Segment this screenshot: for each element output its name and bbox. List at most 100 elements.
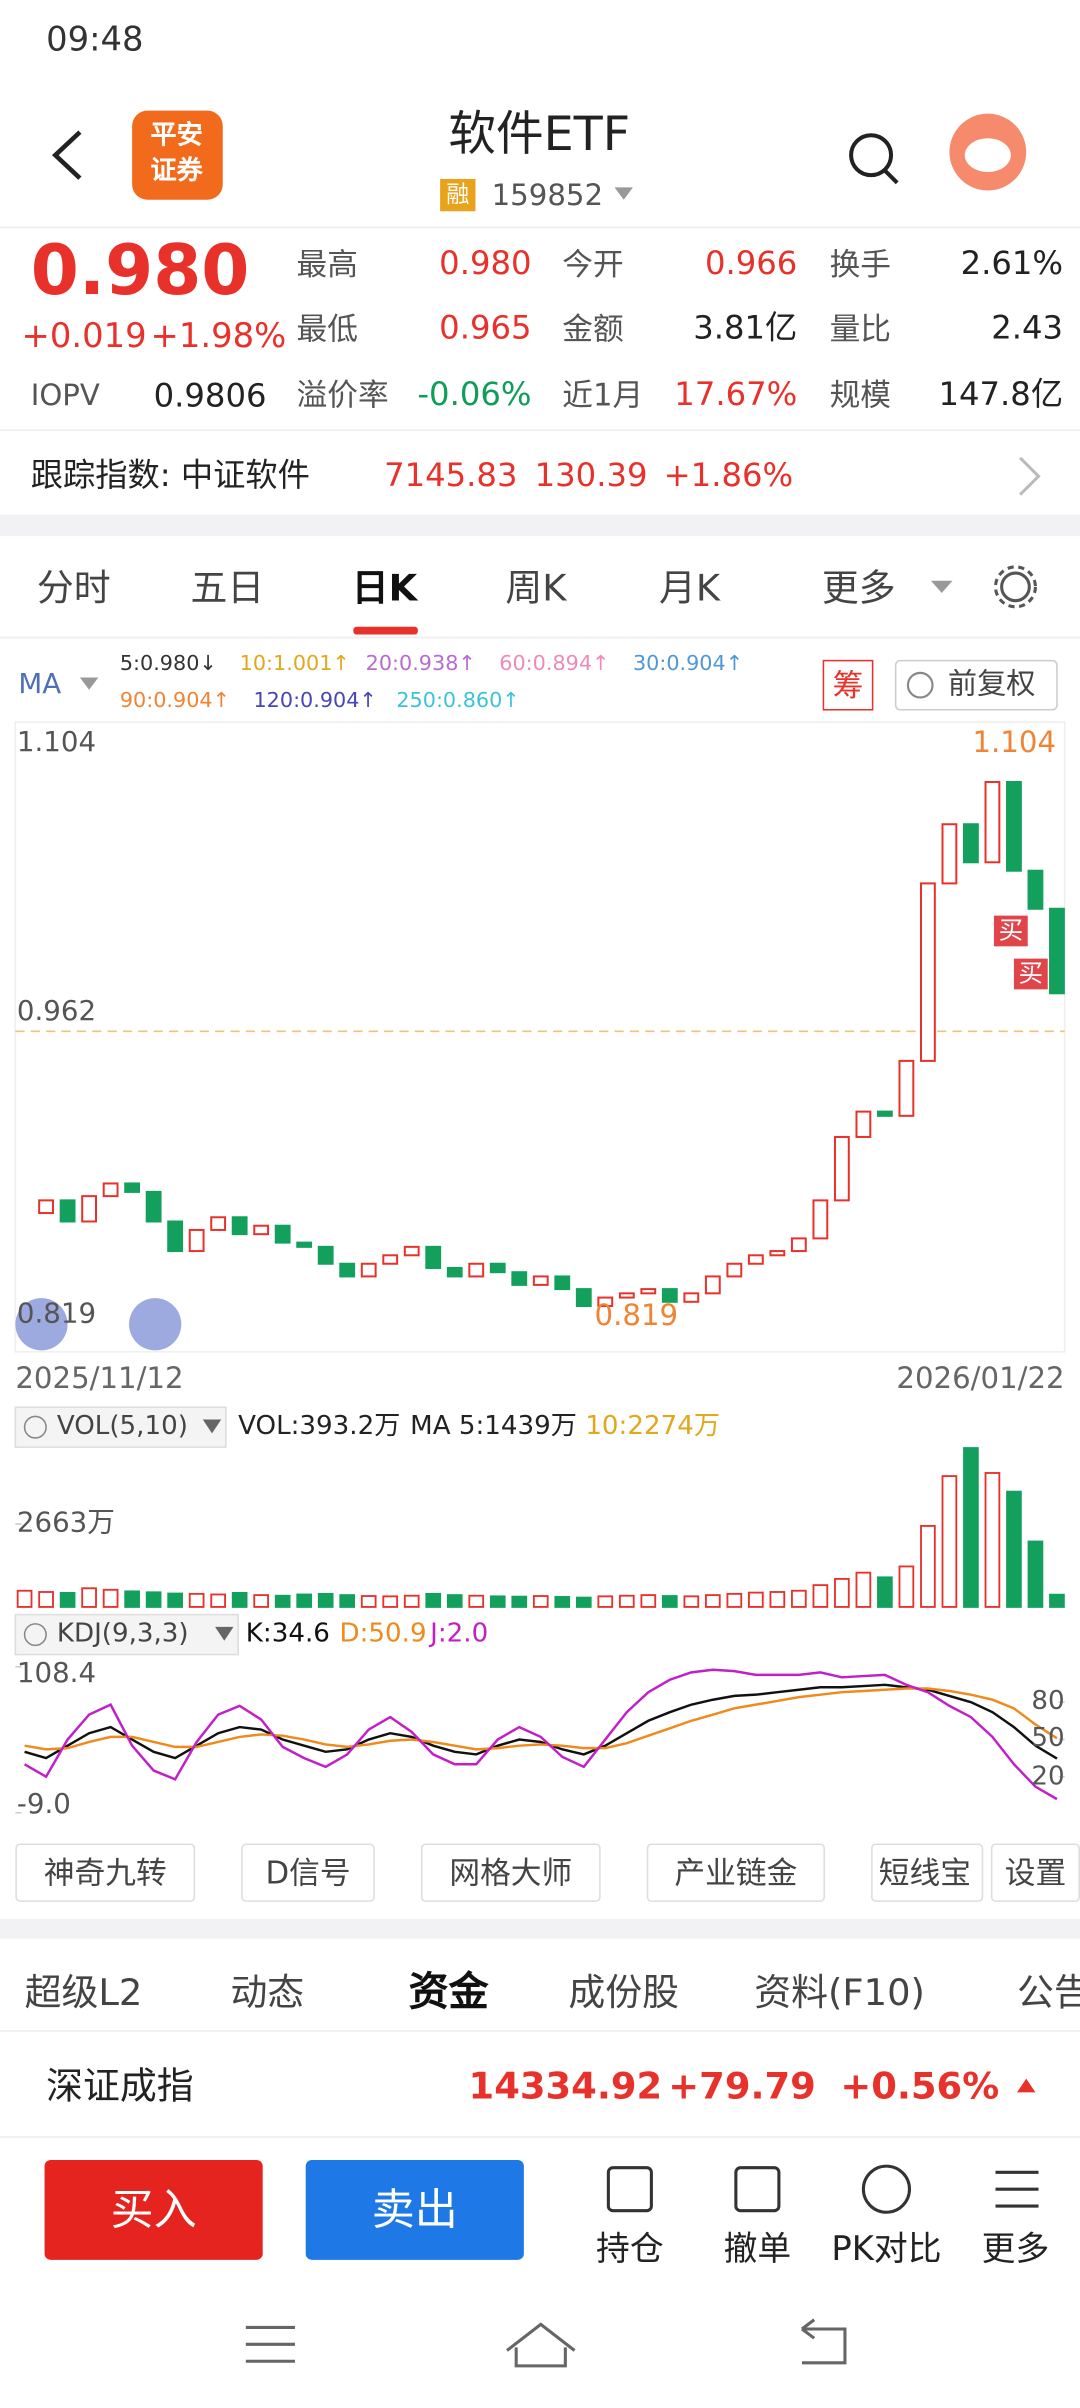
- dropdown-arrow: [79, 677, 99, 690]
- dropdown-arrow: [215, 1626, 234, 1641]
- tool-button[interactable]: [15, 1843, 196, 1902]
- volume-bar: [532, 1595, 549, 1608]
- toolbar-label[interactable]: 持仓: [596, 2230, 664, 2270]
- candle: [790, 1237, 807, 1253]
- chip-label: 筹: [832, 666, 864, 704]
- candle: [704, 1275, 721, 1295]
- toolbar-label[interactable]: 撤单: [723, 2230, 792, 2270]
- tab[interactable]: 日K: [351, 566, 418, 610]
- chevron[interactable]: [1018, 456, 1041, 496]
- sell-label[interactable]: 卖出: [371, 2184, 458, 2236]
- toolbar-label[interactable]: PK对比: [831, 2230, 942, 2270]
- ref-tick-label: 50: [1031, 1723, 1065, 1755]
- candle: [317, 1245, 334, 1265]
- logo-text: 证券: [150, 155, 203, 187]
- volume-bar: [59, 1591, 76, 1608]
- panel-label[interactable]: VOL(5,10): [56, 1411, 188, 1442]
- volume-bar: [317, 1592, 334, 1608]
- adjust-button[interactable]: [894, 659, 1058, 711]
- tab[interactable]: 分时: [36, 566, 111, 610]
- sell-button[interactable]: [305, 2159, 524, 2260]
- section-tab[interactable]: 资金: [408, 1969, 489, 2016]
- dropdown-arrow[interactable]: [614, 187, 633, 200]
- ma-item: 90:0.904↑: [119, 688, 230, 714]
- kdj-selector[interactable]: [14, 1613, 239, 1656]
- stat-value: 0.980: [439, 245, 532, 282]
- settings-icon[interactable]: [1000, 571, 1031, 603]
- buy-label[interactable]: 买入: [110, 2184, 197, 2236]
- toolbar-label[interactable]: 更多: [981, 2230, 1050, 2270]
- stat-value: -0.06%: [417, 375, 532, 413]
- expand-button[interactable]: [15, 1298, 68, 1351]
- volume-bar: [145, 1591, 162, 1608]
- price: 0.980: [30, 229, 250, 312]
- volume-bar: [446, 1594, 463, 1608]
- tab[interactable]: 五日: [190, 566, 265, 610]
- candle: [403, 1245, 420, 1257]
- section-tab[interactable]: 动态: [230, 1971, 305, 2015]
- candle: [274, 1224, 291, 1244]
- candle: [855, 1110, 872, 1138]
- volume-bar: [554, 1596, 571, 1608]
- tool-label[interactable]: 短线宝: [878, 1857, 971, 1889]
- nav-back[interactable]: [801, 2318, 847, 2365]
- tool-label[interactable]: 产业链金: [674, 1854, 798, 1892]
- status-time: 09:48: [46, 21, 144, 60]
- index-value: 14334.92: [468, 2064, 663, 2108]
- tool-button[interactable]: [990, 1843, 1080, 1902]
- y-tick-label: 2663万: [16, 1507, 115, 1540]
- stat-label: 最低: [296, 310, 358, 348]
- candle: [769, 1250, 786, 1257]
- settings-icon-teeth: [993, 565, 1037, 609]
- tab[interactable]: 周K: [505, 566, 567, 610]
- nav-home[interactable]: [506, 2322, 576, 2368]
- tool-button[interactable]: [646, 1843, 825, 1902]
- candle: [747, 1254, 764, 1265]
- volume-bar: [1049, 1593, 1065, 1608]
- ma-item: 30:0.904↑: [632, 651, 744, 677]
- tool-label[interactable]: 网格大师: [449, 1854, 573, 1892]
- back-button[interactable]: [51, 130, 82, 180]
- logo: [132, 110, 223, 200]
- vol-selector[interactable]: [14, 1406, 227, 1448]
- candle: [81, 1195, 98, 1223]
- candle: [59, 1199, 76, 1223]
- volume-bar: [640, 1594, 657, 1608]
- panel-label[interactable]: KDJ(9,3,3): [56, 1618, 189, 1650]
- fullscreen-button[interactable]: [129, 1298, 182, 1351]
- candle: [210, 1216, 227, 1231]
- tool-label[interactable]: D信号: [265, 1854, 351, 1892]
- up-triangle: [1017, 2078, 1036, 2093]
- section-tab[interactable]: 公告: [1017, 1971, 1080, 2015]
- readout: K:34.6: [245, 1618, 330, 1650]
- section-tab[interactable]: 资料(F10): [754, 1971, 925, 2015]
- tracking-label[interactable]: 跟踪指数: 中证软件: [30, 457, 310, 494]
- badge: 融: [440, 178, 476, 212]
- volume-bar: [210, 1593, 226, 1608]
- ma-item: 60:0.894↑: [499, 651, 610, 677]
- candle: [339, 1262, 356, 1278]
- x-label: 2026/01/22: [896, 1361, 1065, 1396]
- readout: J:2.0: [430, 1618, 489, 1650]
- tool-button[interactable]: [420, 1843, 601, 1902]
- tool-button[interactable]: [871, 1843, 984, 1902]
- candle: [489, 1262, 506, 1274]
- tool-label[interactable]: 神奇九转: [43, 1854, 167, 1892]
- candle: [683, 1292, 700, 1303]
- readout: 10:2274万: [585, 1411, 720, 1442]
- tab[interactable]: 更多: [821, 566, 896, 610]
- volume-bar: [102, 1588, 119, 1608]
- index-name: 深证成指: [46, 2064, 194, 2108]
- nav-menu[interactable]: [245, 2325, 295, 2363]
- volume-bar: [575, 1596, 592, 1608]
- tool-button[interactable]: [241, 1843, 375, 1902]
- cancel-icon: [734, 2166, 781, 2213]
- section-tab[interactable]: 成份股: [568, 1971, 680, 2015]
- buy-button[interactable]: [44, 2159, 263, 2260]
- volume-bar: [1027, 1540, 1044, 1608]
- tab[interactable]: 月K: [659, 566, 721, 610]
- search-icon[interactable]: [849, 133, 894, 178]
- section-tab[interactable]: 超级L2: [24, 1971, 143, 2015]
- tool-label[interactable]: 设置: [1004, 1854, 1067, 1892]
- chip-button[interactable]: [822, 659, 874, 711]
